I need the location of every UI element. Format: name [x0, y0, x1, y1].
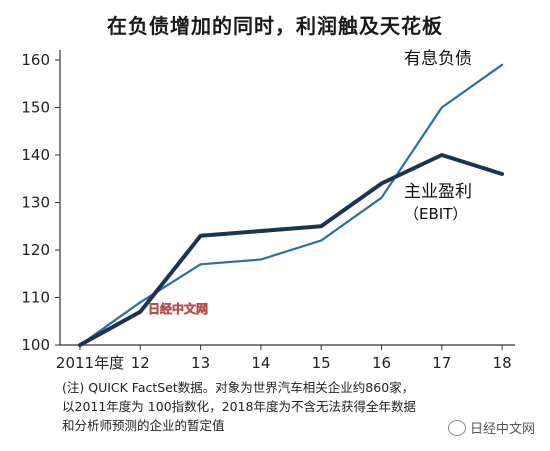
series-label-ebit-sub: （EBIT） [404, 205, 467, 223]
series-label-debt: 有息负债 [404, 49, 472, 69]
y-tick-label: 150 [21, 99, 50, 117]
x-tick-label: 16 [372, 354, 391, 372]
source-mark-text: 日经中文网 [470, 418, 535, 437]
y-tick-label: 110 [21, 289, 50, 307]
chat-bubble-icon [448, 420, 466, 436]
x-tick-label: 14 [251, 354, 270, 372]
note-line-1: (注) QUICK FactSet数据。对象为世界汽车相关企业约860家， [62, 378, 542, 397]
y-tick-label: 100 [21, 336, 50, 354]
x-tick-label: 13 [191, 354, 210, 372]
x-tick-label: 17 [432, 354, 451, 372]
x-tick-label: 2011年度 [56, 354, 124, 372]
x-tick-label: 18 [493, 354, 512, 372]
y-tick-label: 140 [21, 146, 50, 164]
source-mark: 日经中文网 [448, 418, 535, 437]
y-tick-label: 160 [21, 51, 50, 69]
chart-watermark: 日经中文网 [148, 301, 208, 316]
x-tick-label: 15 [312, 354, 331, 372]
y-tick-label: 120 [21, 241, 50, 259]
x-tick-label: 12 [131, 354, 150, 372]
note-line-2: 以2011年度为 100指数化，2018年度为不含无法获得全年数据 [62, 397, 542, 416]
series-label-ebit: 主业盈利 [404, 182, 472, 202]
y-tick-label: 130 [21, 194, 50, 212]
